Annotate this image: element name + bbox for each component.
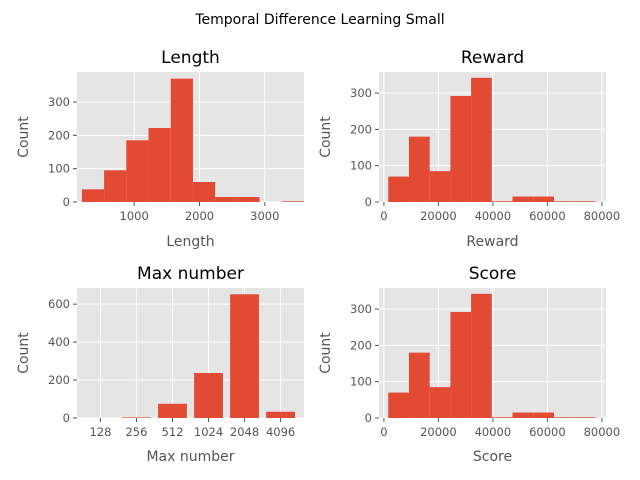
y-tick-label: 200 [48, 373, 70, 387]
histogram-bar [429, 387, 451, 418]
bar [194, 373, 223, 418]
histogram-bar [81, 189, 105, 202]
x-tick-label: 2048 [230, 425, 259, 439]
x-axis-label: Max number [146, 449, 234, 465]
subplot-max-number: 128 256 512 1024 2048 4096 0 200 400 600 Max numbe… [16, 264, 304, 465]
histogram-bar [574, 201, 596, 202]
x-tick-label: 512 [162, 425, 184, 439]
subplot-title: Reward [461, 48, 524, 68]
subplot-title: Length [161, 48, 220, 68]
bar [122, 417, 151, 418]
x-tick-label: 40000 [475, 425, 512, 439]
histogram-bar [126, 140, 149, 202]
x-tick-label: 128 [89, 425, 111, 439]
y-tick-label: 600 [48, 297, 70, 311]
y-tick-label: 0 [365, 411, 372, 425]
bar [158, 403, 187, 418]
histogram-bar [148, 128, 171, 202]
bar [266, 411, 295, 418]
x-tick-label: 40000 [475, 209, 512, 223]
y-tick-label: 0 [63, 195, 70, 209]
histogram-bar [388, 176, 409, 202]
y-tick-label: 200 [350, 122, 372, 136]
histogram-bar [471, 77, 492, 202]
y-tick-label: 0 [365, 195, 372, 209]
histogram-bar [533, 412, 554, 418]
histogram-bar [450, 95, 472, 202]
histogram-bar [408, 136, 430, 202]
x-tick-label: 256 [125, 425, 147, 439]
x-tick-label: 1024 [194, 425, 223, 439]
x-tick-label: 0 [380, 425, 387, 439]
subplot-title: Score [469, 264, 517, 284]
bar [230, 294, 259, 418]
y-tick-label: 100 [48, 162, 70, 176]
x-tick-label: 2000 [185, 209, 214, 223]
x-tick-label: 0 [380, 209, 387, 223]
y-axis-label: Count [318, 332, 334, 374]
y-tick-label: 100 [350, 159, 372, 173]
y-axis-label: Count [16, 116, 32, 158]
x-tick-label: 20000 [420, 209, 457, 223]
y-tick-label: 0 [63, 411, 70, 425]
x-axis-label: Length [166, 234, 214, 250]
histogram-bar [574, 417, 596, 418]
histogram-bar [104, 170, 127, 202]
histogram-bar [471, 293, 492, 418]
y-tick-label: 400 [48, 335, 70, 349]
x-tick-label: 4096 [266, 425, 295, 439]
x-tick-label: 80000 [584, 209, 621, 223]
plot-area [77, 288, 304, 418]
subplot-length: 1000 2000 3000 0 100 200 300 Length Length Count [16, 48, 304, 250]
histogram-bar [553, 417, 575, 418]
histogram-bar [512, 196, 534, 202]
histogram-bar [388, 392, 409, 418]
x-tick-label: 80000 [584, 425, 621, 439]
y-axis-label: Count [16, 332, 32, 374]
histogram-bar [450, 311, 472, 418]
y-tick-label: 100 [350, 375, 372, 389]
x-tick-label: 1000 [120, 209, 149, 223]
histogram-bar [533, 196, 554, 202]
histogram-bar [429, 171, 451, 202]
x-tick-label: 60000 [529, 425, 566, 439]
histogram-bar [491, 417, 513, 418]
y-tick-label: 300 [48, 95, 70, 109]
histogram-bar [170, 78, 193, 202]
subplot-score: 0 20000 40000 60000 80000 0 100 200 300 Score Scor… [318, 264, 620, 465]
histogram-bar [491, 201, 513, 202]
histogram-bar [192, 182, 216, 202]
y-tick-label: 200 [350, 338, 372, 352]
x-tick-label: 20000 [420, 425, 457, 439]
subplot-title: Max number [137, 264, 244, 284]
histogram-bar [408, 352, 430, 418]
y-tick-label: 200 [48, 128, 70, 142]
x-axis-label: Score [473, 449, 512, 465]
x-tick-label: 60000 [529, 209, 566, 223]
x-tick-label: 3000 [250, 209, 279, 223]
figure-title: Temporal Difference Learning Small [194, 12, 444, 28]
x-axis-label: Reward [466, 234, 518, 250]
histogram-bar [215, 197, 238, 202]
histogram-bar [281, 201, 304, 202]
y-tick-label: 300 [350, 86, 372, 100]
histogram-bar [512, 412, 534, 418]
histogram-bar [237, 197, 260, 202]
y-axis-label: Count [318, 116, 334, 158]
y-tick-label: 300 [350, 302, 372, 316]
subplot-reward: 0 20000 40000 60000 80000 0 100 200 300 Reward Rew… [318, 48, 620, 250]
histogram-bar [553, 201, 575, 202]
